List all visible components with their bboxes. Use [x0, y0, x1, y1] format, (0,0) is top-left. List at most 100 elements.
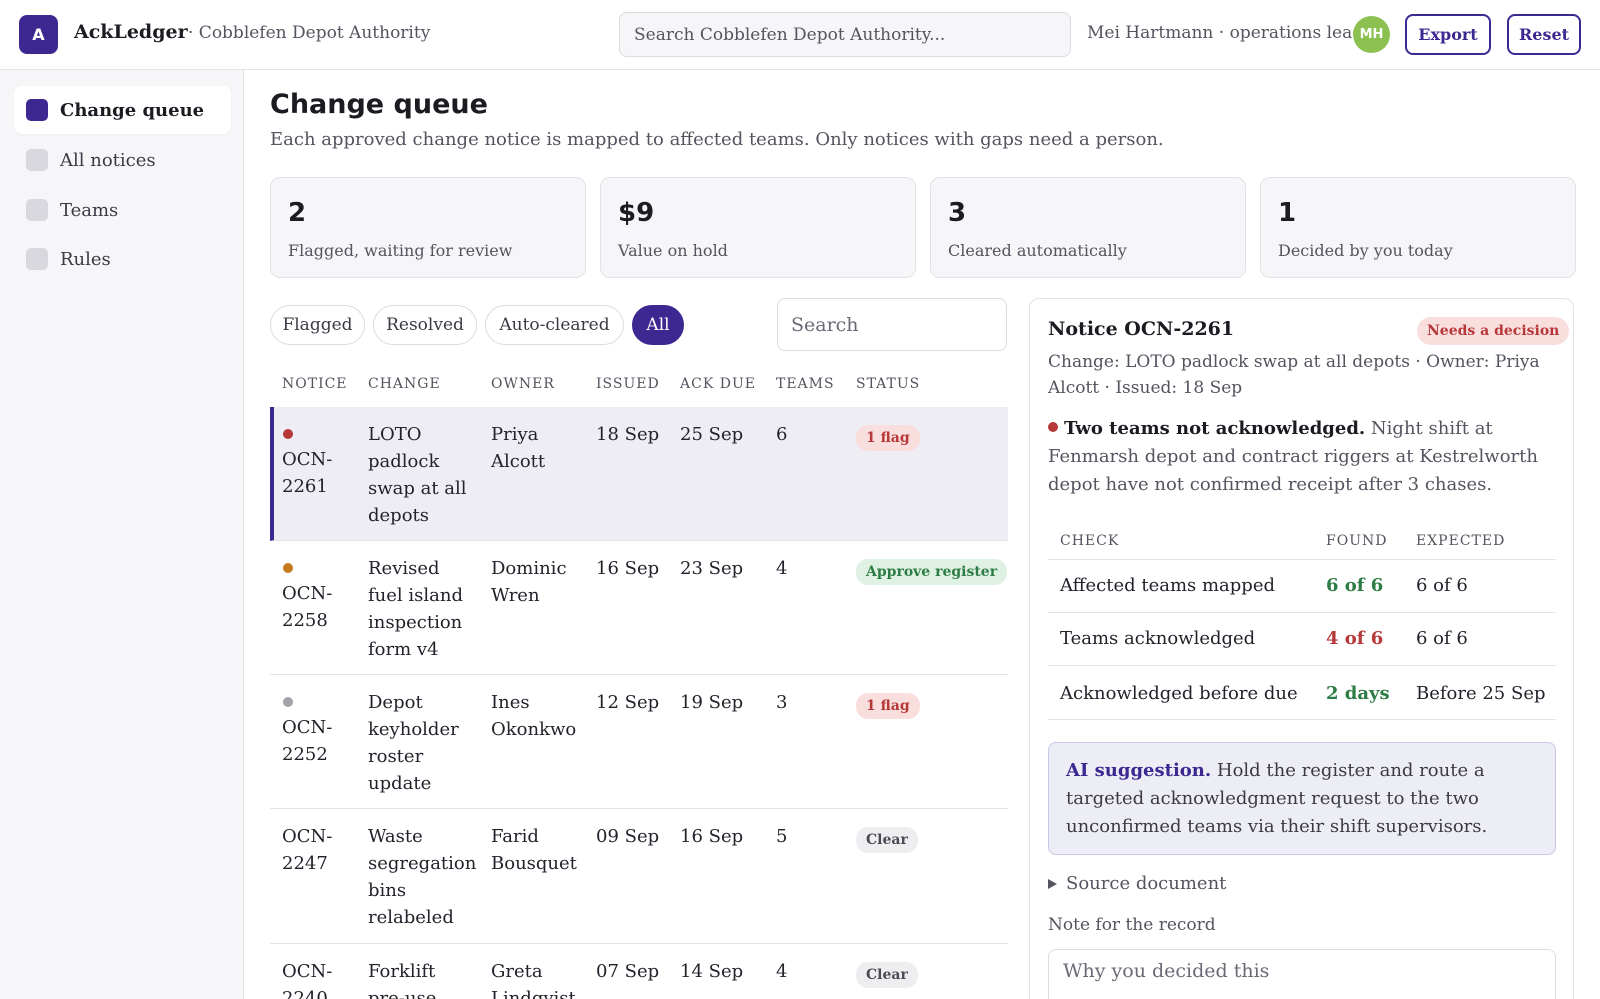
- app-name: AckLedger: [74, 21, 188, 43]
- change-cell: Forklift pre-use: [368, 961, 437, 999]
- notice-id: OCN-2252: [282, 717, 333, 765]
- decision-status-badge: Needs a decision: [1417, 317, 1570, 345]
- column-header-owner[interactable]: OWNER: [491, 376, 555, 392]
- status-cell: Approve register: [856, 557, 1008, 585]
- column-header-notice[interactable]: NOTICE: [282, 376, 348, 392]
- ack-due-cell: 19 Sep: [680, 692, 744, 713]
- stat-card-flagged: 2 Flagged, waiting for review: [270, 177, 586, 278]
- status-badge: Clear: [856, 962, 918, 988]
- global-search-input[interactable]: [619, 12, 1071, 57]
- note-label: Note for the record: [1048, 915, 1216, 935]
- expected-column-header: EXPECTED: [1416, 533, 1506, 549]
- sidebar-item-rules[interactable]: Rules: [14, 235, 231, 283]
- filter-resolved[interactable]: Resolved: [373, 305, 477, 345]
- filter-flagged[interactable]: Flagged: [270, 305, 365, 345]
- table-row[interactable]: OCN-2247 Waste segregation bins relabele…: [270, 809, 1008, 944]
- notice-id-cell: OCN-2252: [282, 689, 342, 768]
- issued-cell: 07 Sep: [596, 961, 660, 982]
- ai-suggestion: AI suggestion. Hold the register and rou…: [1048, 742, 1556, 855]
- current-user-label: Mei Hartmann · operations lead: [1087, 23, 1364, 43]
- status-cell: Clear: [856, 960, 918, 988]
- status-cell: 1 flag: [856, 423, 920, 451]
- table-row[interactable]: OCN-2252 Depot keyholder roster update I…: [270, 675, 1008, 809]
- owner-cell: Dominic Wren: [491, 558, 567, 606]
- owner-cell: Ines Okonkwo: [491, 692, 577, 740]
- ack-due-cell: 23 Sep: [680, 558, 744, 579]
- issued-cell: 16 Sep: [596, 558, 660, 579]
- table-row[interactable]: OCN-2240 Forklift pre-use Greta Lindqvis…: [270, 944, 1008, 999]
- owner-cell: Greta Lindqvist: [491, 961, 576, 999]
- owner-cell: Farid Bousquet: [491, 826, 577, 874]
- sidebar-item-all-notices[interactable]: All notices: [14, 136, 231, 184]
- detail-meta: Change: LOTO padlock swap at all depots …: [1048, 352, 1540, 398]
- stat-value: $9: [618, 198, 655, 228]
- issue-headline: Two teams not acknowledged.: [1064, 418, 1366, 439]
- notice-detail-panel: Notice OCN-2261 Needs a decision Change:…: [1029, 298, 1574, 999]
- status-dot: [283, 429, 293, 439]
- issue-description: Night shift at Fenmarsh depot and contra…: [1048, 418, 1538, 495]
- column-header-issued[interactable]: ISSUED: [596, 376, 660, 392]
- org-name: · Cobblefen Depot Authority: [188, 23, 431, 43]
- page-title: Change queue: [270, 89, 488, 120]
- top-bar: A AckLedger · Cobblefen Depot Authority …: [0, 0, 1600, 70]
- status-cell: 1 flag: [856, 691, 920, 719]
- issued-cell: 12 Sep: [596, 692, 660, 713]
- source-document-toggle[interactable]: Source document: [1048, 873, 1226, 894]
- filter-auto-cleared[interactable]: Auto-cleared: [485, 305, 624, 345]
- all-notices-icon: [26, 149, 48, 171]
- stat-value: 1: [1278, 198, 1297, 228]
- table-search-input[interactable]: [777, 298, 1007, 351]
- check-name: Affected teams mapped: [1060, 575, 1275, 596]
- notice-id: OCN-2258: [282, 583, 333, 631]
- teams-cell: 4: [776, 558, 788, 579]
- sidebar: Change queue All notices Teams Rules: [0, 70, 244, 999]
- filter-all[interactable]: All: [632, 305, 684, 345]
- column-header-ack-due[interactable]: ACK DUE: [680, 376, 756, 392]
- teams-icon: [26, 199, 48, 221]
- check-expected: Before 25 Sep: [1416, 683, 1546, 704]
- export-button[interactable]: Export: [1405, 14, 1491, 55]
- sidebar-item-teams[interactable]: Teams: [14, 186, 231, 234]
- detail-title: Notice OCN-2261: [1048, 318, 1235, 340]
- status-badge: 1 flag: [856, 693, 920, 719]
- stat-card-value-on-hold: $9 Value on hold: [600, 177, 916, 278]
- alert-dot-icon: [1048, 422, 1058, 432]
- sidebar-item-label: All notices: [60, 149, 156, 171]
- ack-due-cell: 16 Sep: [680, 826, 744, 847]
- status-cell: Clear: [856, 825, 918, 853]
- ai-suggestion-label: AI suggestion.: [1066, 760, 1212, 781]
- ack-due-cell: 25 Sep: [680, 424, 744, 445]
- stat-value: 2: [288, 198, 307, 228]
- teams-cell: 3: [776, 692, 788, 713]
- check-name: Teams acknowledged: [1060, 628, 1256, 649]
- notice-id-cell: OCN-2261: [282, 421, 342, 500]
- table-row[interactable]: OCN-2258 Revised fuel island inspection …: [270, 541, 1008, 675]
- reset-button[interactable]: Reset: [1507, 14, 1581, 55]
- detail-issue: Two teams not acknowledged. Night shift …: [1048, 415, 1553, 499]
- change-cell: Depot keyholder roster update: [368, 692, 459, 794]
- stat-card-cleared: 3 Cleared automatically: [930, 177, 1246, 278]
- rules-icon: [26, 248, 48, 270]
- sidebar-item-change-queue[interactable]: Change queue: [14, 86, 231, 134]
- column-header-status[interactable]: STATUS: [856, 376, 921, 392]
- notice-id: OCN-2240: [282, 961, 333, 999]
- page-subtitle: Each approved change notice is mapped to…: [270, 129, 1164, 150]
- teams-cell: 4: [776, 961, 788, 982]
- check-expected: 6 of 6: [1416, 575, 1468, 596]
- notice-id-cell: OCN-2258: [282, 555, 342, 634]
- status-badge: Clear: [856, 827, 918, 853]
- app-logo: A: [19, 15, 58, 54]
- stat-label: Value on hold: [618, 241, 728, 260]
- ai-suggestion-text: Hold the register and route a targeted a…: [1066, 760, 1488, 837]
- check-row: Teams acknowledged 4 of 6 6 of 6: [1048, 612, 1556, 665]
- avatar[interactable]: MH: [1353, 16, 1390, 53]
- table-row[interactable]: OCN-2261 LOTO padlock swap at all depots…: [270, 407, 1008, 541]
- notice-id-cell: OCN-2240: [282, 958, 342, 999]
- sidebar-item-label: Change queue: [60, 99, 205, 121]
- note-input[interactable]: [1048, 949, 1556, 999]
- column-header-teams[interactable]: TEAMS: [776, 376, 835, 392]
- column-header-change[interactable]: CHANGE: [368, 376, 441, 392]
- notice-id: OCN-2261: [282, 449, 333, 497]
- owner-cell: Priya Alcott: [491, 424, 546, 472]
- issued-cell: 18 Sep: [596, 424, 660, 445]
